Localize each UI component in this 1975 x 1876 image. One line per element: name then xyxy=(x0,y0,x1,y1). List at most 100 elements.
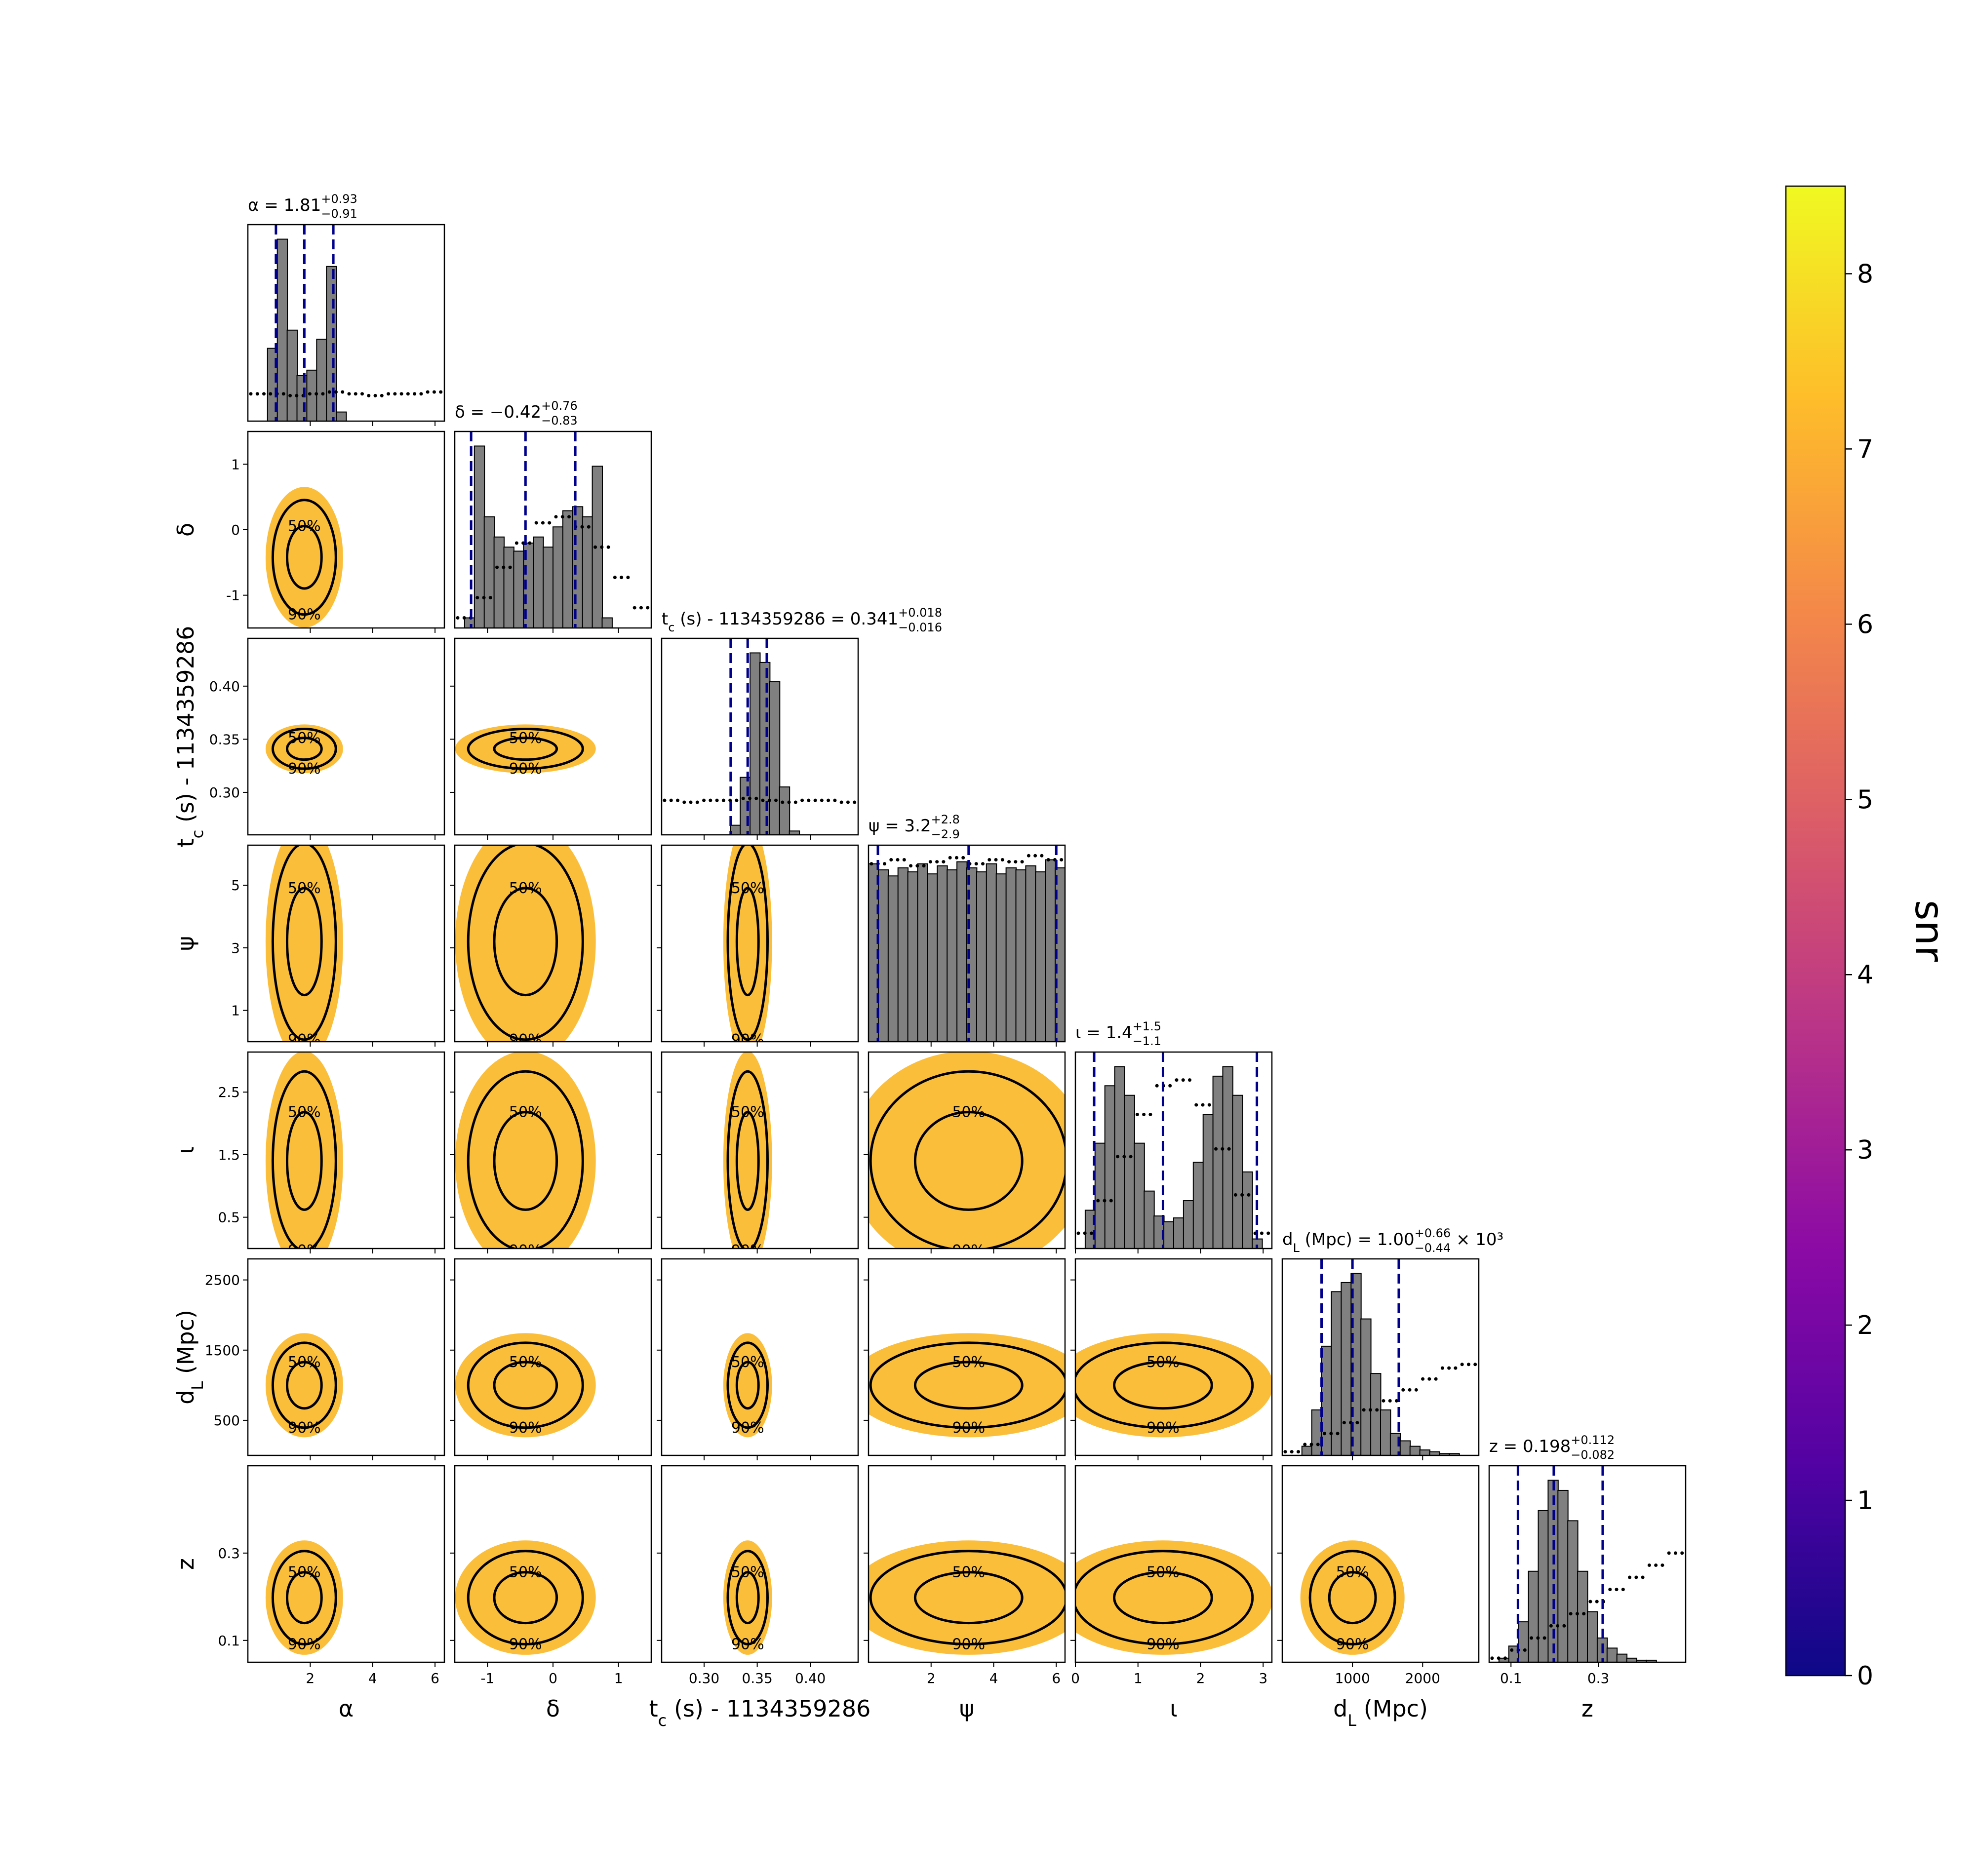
panel-content: 50% 90% xyxy=(265,1333,343,1438)
title-sub: −0.83 xyxy=(541,414,578,428)
contour-label: 50% xyxy=(288,730,321,747)
sample-cloud xyxy=(455,1333,596,1438)
prior-dot xyxy=(1414,1388,1418,1392)
contour-50 xyxy=(285,887,323,997)
prior-dot xyxy=(1194,1103,1198,1107)
contour-90 xyxy=(1308,1550,1396,1645)
hist-bar xyxy=(1331,1291,1342,1455)
prior-dot xyxy=(853,800,857,804)
prior-dot xyxy=(761,798,765,802)
hist-bar xyxy=(1567,1520,1579,1662)
prior-dot xyxy=(767,798,771,802)
prior-dot xyxy=(1129,1155,1133,1159)
hist-bar xyxy=(503,547,514,628)
contour-label: 50% xyxy=(288,880,321,897)
prior-dot xyxy=(1466,1363,1470,1367)
prior-dot xyxy=(948,856,952,860)
panel: tc (s) - 1134359286 = 0.341+0.018 −0.016 xyxy=(661,606,942,840)
colorbar-tick-label: 8 xyxy=(1857,259,1873,289)
prior-dot xyxy=(262,392,266,396)
x-tick-label: 0.30 xyxy=(689,1670,719,1686)
panel-content: 50% 90% xyxy=(265,487,343,628)
prior-dot xyxy=(1109,1199,1113,1203)
panel-frame xyxy=(247,430,445,629)
prior-dot xyxy=(567,515,571,519)
contour-50 xyxy=(1113,1361,1213,1410)
hist-bar xyxy=(1557,1489,1569,1662)
panel: α = 1.81+0.93 −0.91 xyxy=(247,192,445,426)
prior-dot xyxy=(1323,1432,1327,1436)
contour-label: 50% xyxy=(731,1104,764,1121)
panel: 50% 90% 0 1 2 3 xyxy=(1070,1465,1273,1686)
prior-dot xyxy=(541,521,545,525)
prior-dot xyxy=(1569,1612,1573,1616)
panel-title: z = 0.198+0.112 −0.082 xyxy=(1489,1433,1615,1462)
panel-content: 50% 90% xyxy=(723,845,772,1042)
prior-dot xyxy=(1388,1399,1392,1403)
prior-dot xyxy=(1103,1199,1106,1203)
title-sub: −0.016 xyxy=(898,621,942,634)
prior-dot xyxy=(1329,1432,1333,1436)
contour-label: 50% xyxy=(288,1564,321,1581)
panel-content: 50% 90% xyxy=(265,1540,343,1655)
panel-frame xyxy=(661,637,859,836)
prior-dot xyxy=(295,393,299,397)
x-tick-label: 0.40 xyxy=(795,1670,826,1686)
hist-bar xyxy=(917,863,928,1042)
hist-bar xyxy=(582,516,593,628)
hist-bar xyxy=(937,865,948,1042)
panel-frame xyxy=(1281,1258,1480,1456)
title-sup: +0.66 xyxy=(1415,1226,1451,1240)
prior-dot xyxy=(974,862,978,866)
panel-frame xyxy=(1488,1465,1687,1663)
panel-content xyxy=(1490,1466,1684,1662)
contour-label: 50% xyxy=(731,880,764,897)
prior-dot xyxy=(807,798,811,802)
hist-bar xyxy=(1311,1409,1323,1455)
hist-bar xyxy=(326,266,337,421)
panel-content: 50% 90% xyxy=(723,1052,772,1249)
y-tick-label: 1.5 xyxy=(218,1147,240,1163)
prior-dot xyxy=(1562,1624,1566,1628)
panel-frame xyxy=(868,1465,1066,1663)
label-part: (Mpc) xyxy=(1356,1695,1428,1722)
prior-dot xyxy=(1027,854,1030,858)
contour-90 xyxy=(726,845,769,1041)
y-tick-label: 1500 xyxy=(205,1342,240,1359)
sample-cloud xyxy=(723,845,772,1042)
x-axis-label: dL (Mpc) xyxy=(1333,1695,1428,1730)
label-part: z xyxy=(1581,1695,1593,1722)
hist-bar xyxy=(483,516,495,628)
hist-bar xyxy=(1045,859,1056,1042)
contour-50 xyxy=(913,1111,1024,1211)
x-tick-label: 6 xyxy=(1052,1670,1061,1686)
contour-label: 90% xyxy=(509,1419,542,1437)
x-tick-label: 0 xyxy=(549,1670,557,1686)
prior-dot xyxy=(827,798,830,802)
colorbar-tick-label: 5 xyxy=(1857,785,1873,815)
prior-dot xyxy=(748,796,751,800)
prior-dot xyxy=(288,393,292,397)
panel-title: δ = −0.42+0.76 −0.83 xyxy=(455,399,578,428)
prior-dot xyxy=(1523,1648,1527,1652)
panel: 50% 90% xyxy=(450,637,652,840)
y-tick-label: 2500 xyxy=(205,1272,240,1289)
prior-dot xyxy=(1116,1155,1120,1159)
prior-dot xyxy=(632,606,636,610)
contour-label: 50% xyxy=(1146,1564,1180,1581)
contour-50 xyxy=(493,1361,558,1410)
hist-bar xyxy=(907,871,918,1042)
prior-dot xyxy=(1020,860,1024,864)
prior-dot xyxy=(787,800,791,804)
sample-cloud xyxy=(455,724,596,774)
prior-dot xyxy=(1395,1399,1399,1403)
prior-dot xyxy=(1309,1443,1313,1446)
panel: 50% 90% xyxy=(450,1051,652,1253)
y-tick-label: 0.40 xyxy=(209,678,240,695)
prior-dot xyxy=(954,856,958,860)
prior-dot xyxy=(793,800,797,804)
sample-cloud xyxy=(869,1333,1065,1438)
contour-90 xyxy=(467,1070,584,1249)
label-part: t xyxy=(649,1695,658,1722)
